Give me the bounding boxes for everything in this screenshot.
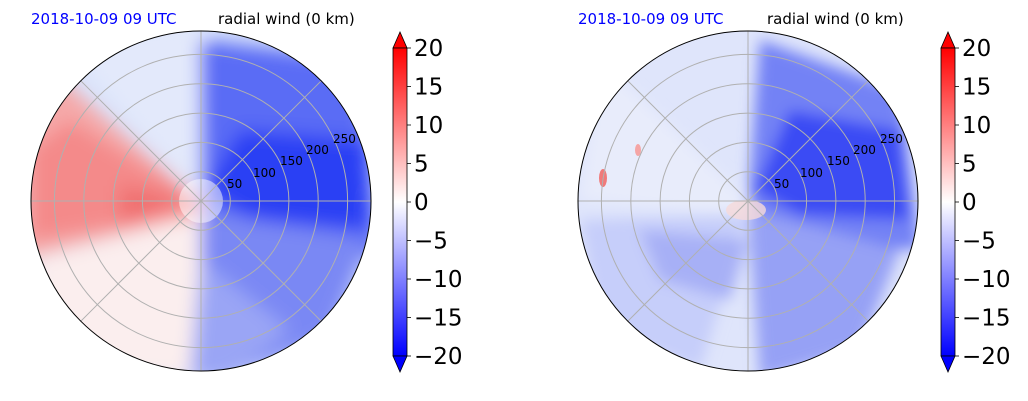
panel-right-ring-label: 200 bbox=[853, 143, 876, 157]
panel-right-radial-labels: 50 100 150 200 250 bbox=[774, 132, 903, 191]
colorbar-tick-label: 5 bbox=[414, 152, 429, 178]
colorbar-tick-label: −20 bbox=[962, 344, 1011, 370]
panel-left-date-title: 2018-10-09 09 UTC bbox=[31, 10, 177, 28]
colorbar-tick-label: 0 bbox=[414, 190, 429, 216]
colorbar-tick-label: −5 bbox=[414, 229, 448, 255]
panel-right-ring-label: 250 bbox=[880, 132, 903, 146]
colorbar-tick-label: −10 bbox=[962, 267, 1011, 293]
panel-right-ring-label: 150 bbox=[827, 154, 850, 168]
colorbar-tick-label: 15 bbox=[414, 75, 443, 101]
colorbar-tick-label: −5 bbox=[962, 229, 996, 255]
panel-right-date-title: 2018-10-09 09 UTC bbox=[578, 10, 724, 28]
panel-left-grid bbox=[31, 31, 371, 371]
panel-right-colorbar: 20 15 10 5 0 −5 −10 −15 −20 bbox=[940, 31, 1011, 373]
panel-left-ring-label: 100 bbox=[253, 166, 276, 180]
panel-left-ring-label: 150 bbox=[280, 154, 303, 168]
colorbar-extend-min bbox=[392, 355, 408, 373]
panel-left-ring-label: 50 bbox=[227, 177, 242, 191]
colorbar-extend-max bbox=[940, 31, 956, 49]
colorbar-extend-max bbox=[392, 31, 408, 49]
colorbar-tick-label: 15 bbox=[962, 75, 991, 101]
colorbar-tick-label: 0 bbox=[962, 190, 977, 216]
colorbar-tick-label: 20 bbox=[962, 36, 991, 62]
colorbar-tick-label: 5 bbox=[962, 152, 977, 178]
panel-left-ring-label: 200 bbox=[306, 143, 329, 157]
panel-right-ring-label: 50 bbox=[774, 177, 789, 191]
panel-left-radial-labels: 50 100 150 200 250 bbox=[227, 132, 356, 191]
colorbar-tick-label: −10 bbox=[414, 267, 463, 293]
colorbar-tick-label: −15 bbox=[414, 306, 463, 332]
panel-left: 2018-10-09 09 UTC radial wind (0 km) bbox=[30, 10, 463, 373]
panel-right-field-title: radial wind (0 km) bbox=[767, 10, 904, 28]
panel-right-frame bbox=[577, 30, 919, 372]
panel-left-field-title: radial wind (0 km) bbox=[218, 10, 355, 28]
colorbar-tick-label: 10 bbox=[962, 113, 991, 139]
panel-left-frame bbox=[30, 30, 372, 372]
colorbar-gradient bbox=[392, 47, 408, 357]
colorbar-extend-min bbox=[940, 355, 956, 373]
colorbar-tick-label: −15 bbox=[962, 306, 1011, 332]
colorbar-tick-label: −20 bbox=[414, 344, 463, 370]
panel-left-colorbar: 20 15 10 5 0 −5 −10 −15 −20 bbox=[392, 31, 463, 373]
panel-right: 2018-10-09 09 UTC radial wind (0 km) bbox=[577, 10, 1011, 373]
panel-right-grid bbox=[578, 31, 918, 371]
colorbar-tick-label: 20 bbox=[414, 36, 443, 62]
panel-right-ring-label: 100 bbox=[800, 166, 823, 180]
colorbar-gradient bbox=[940, 47, 956, 357]
panel-left-ring-label: 250 bbox=[333, 132, 356, 146]
colorbar-tick-label: 10 bbox=[414, 113, 443, 139]
